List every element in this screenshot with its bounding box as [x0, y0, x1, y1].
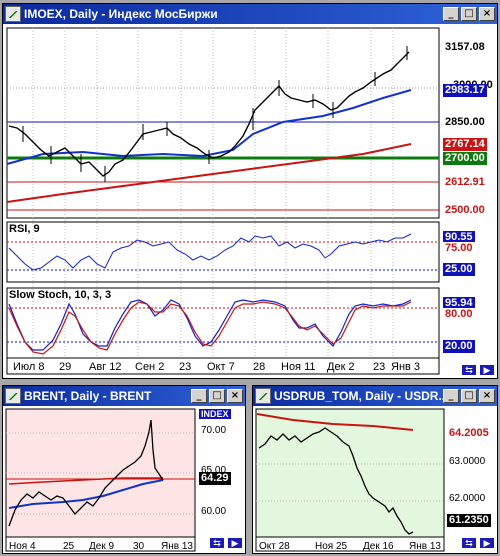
usdrub-time-label-3: Янв 13 — [409, 541, 441, 552]
usdrub-title-bar[interactable]: USDRUB_TOM, Daily - USDR... _ □ × — [253, 386, 497, 406]
blue-moving-average — [6, 89, 412, 165]
red-moving-average — [6, 143, 412, 203]
scroll-end-button[interactable]: ▶ — [479, 364, 495, 376]
usdrub-maximize-button[interactable]: □ — [461, 389, 477, 403]
brent-time-axis — [5, 536, 196, 552]
usdrub-chart-area[interactable]: 63.0000 62.0000 Окт 28 Ноя 25 Дек 16 Янв… — [253, 406, 498, 554]
brent-minimize-button[interactable]: _ — [191, 389, 207, 403]
brent-index-badge: INDEX — [199, 409, 231, 419]
brent-price-panel — [5, 408, 196, 538]
stoch-panel-label: Slow Stoch, 10, 3, 3 — [9, 289, 112, 301]
stoch-lower-tag: 20.00 — [443, 340, 475, 353]
imoex-chart-area[interactable]: 3000.00 Июл 8 29 Авг 12 Сен 2 23 Окт 7 2… — [3, 24, 498, 379]
price-panel — [6, 27, 440, 219]
rsi-value-tag: 90.55 — [443, 231, 475, 244]
brent-chart-window[interactable]: BRENT, Daily - BRENT _ □ × 70.00 65.00 6… — [2, 385, 246, 554]
usdrub-close-button[interactable]: × — [479, 389, 495, 403]
usdrub-time-label-0: Окт 28 — [259, 541, 290, 552]
usdrub-window-title: USDRUB_TOM, Daily - USDR... — [274, 389, 443, 403]
rsi-panel-label: RSI, 9 — [9, 223, 40, 235]
level-2500-tag: 2500.00 — [443, 204, 487, 217]
usdrub-last-price-tag: 61.2350 — [447, 514, 491, 527]
brent-window-title: BRENT, Daily - BRENT — [24, 389, 152, 403]
brent-axis-65: 65.00 — [201, 465, 226, 476]
chart-window-icon — [5, 6, 21, 22]
imoex-window-title: IMOEX, Daily - Индекс МосБиржи — [24, 7, 218, 21]
rsi-upper-tag: 75.00 — [443, 242, 475, 255]
usdrub-time-label-2: Дек 16 — [363, 541, 394, 552]
level-2700-tag: 2700.00 — [443, 152, 487, 165]
brent-chart-area[interactable]: 70.00 65.00 60.00 Ноя 4 25 Дек 9 30 Янв … — [3, 406, 246, 554]
rsi-line — [8, 233, 412, 271]
usdrub-red-ma — [256, 413, 414, 431]
level-2850-tag: 2850.00 — [443, 116, 487, 129]
brent-maximize-button[interactable]: □ — [209, 389, 225, 403]
time-label-10: Янв 3 — [391, 361, 420, 373]
brent-price-series — [8, 419, 164, 527]
time-label-1: 29 — [59, 361, 71, 373]
chart-window-icon — [5, 388, 21, 404]
stoch-upper-tag: 80.00 — [443, 308, 475, 321]
brent-time-label-1: 25 — [63, 541, 75, 552]
imoex-title-bar[interactable]: IMOEX, Daily - Индекс МосБиржи _ □ × — [3, 4, 497, 24]
maximize-button[interactable]: □ — [461, 7, 477, 21]
usdrub-scroll-end-button[interactable]: ▶ — [479, 537, 495, 549]
last-price-tag: 3157.08 — [443, 41, 487, 54]
brent-title-bar[interactable]: BRENT, Daily - BRENT _ □ × — [3, 386, 245, 406]
usdrub-axis-63: 63.0000 — [449, 456, 486, 467]
brent-blue-ma — [8, 479, 164, 509]
rsi-lower-tag: 25.00 — [443, 263, 475, 276]
time-label-0: Июл 8 — [13, 361, 45, 373]
time-label-7: Ноя 11 — [281, 361, 316, 373]
time-label-3: Сен 2 — [135, 361, 164, 373]
brent-time-label-4: Янв 13 — [161, 541, 193, 552]
level-2612-tag: 2612.91 — [443, 176, 487, 189]
usdrub-time-axis — [255, 536, 445, 552]
brent-scroll-end-button[interactable]: ▶ — [227, 537, 243, 549]
time-label-8: Дек 2 — [327, 361, 355, 373]
brent-time-label-0: Ноя 4 — [9, 541, 36, 552]
price-series — [8, 51, 410, 177]
imoex-chart-window[interactable]: IMOEX, Daily - Индекс МосБиржи _ □ × — [2, 3, 498, 379]
ma-red-tag: 2767.14 — [443, 138, 487, 151]
brent-close-button[interactable]: × — [227, 389, 243, 403]
time-label-9: 23 — [373, 361, 385, 373]
usdrub-price-panel — [255, 408, 445, 538]
brent-red-ma — [8, 477, 163, 485]
stoch-d-line — [8, 301, 412, 355]
time-label-5: Окт 7 — [207, 361, 235, 373]
scroll-chart-button[interactable]: ⇆ — [461, 364, 477, 376]
candle-wicks — [22, 46, 408, 182]
usdrub-scroll-button[interactable]: ⇆ — [461, 537, 477, 549]
stoch-value-tag: 95.94 — [443, 297, 475, 310]
time-label-4: 23 — [179, 361, 191, 373]
usdrub-minimize-button[interactable]: _ — [443, 389, 459, 403]
chart-window-icon — [255, 388, 271, 404]
minimize-button[interactable]: _ — [443, 7, 459, 21]
time-label-2: Авг 12 — [89, 361, 121, 373]
brent-time-label-3: 30 — [133, 541, 145, 552]
close-button[interactable]: × — [479, 7, 495, 21]
stoch-k-line — [8, 299, 412, 351]
brent-time-label-2: Дек 9 — [89, 541, 114, 552]
time-label-6: 28 — [253, 361, 265, 373]
usdrub-top-price-tag: 64.2005 — [447, 427, 491, 440]
brent-last-price-tag: 64.29 — [199, 472, 231, 485]
ma-blue-tag: 2983.17 — [443, 84, 487, 97]
usdrub-time-label-1: Ноя 25 — [315, 541, 348, 552]
time-axis — [6, 357, 440, 375]
brent-axis-60: 60.00 — [201, 506, 226, 517]
usdrub-chart-window[interactable]: USDRUB_TOM, Daily - USDR... _ □ × 63.000… — [252, 385, 498, 554]
brent-scroll-button[interactable]: ⇆ — [209, 537, 225, 549]
usdrub-axis-62: 62.0000 — [449, 493, 486, 504]
usdrub-price-series — [258, 427, 414, 535]
brent-axis-70: 70.00 — [201, 425, 226, 436]
